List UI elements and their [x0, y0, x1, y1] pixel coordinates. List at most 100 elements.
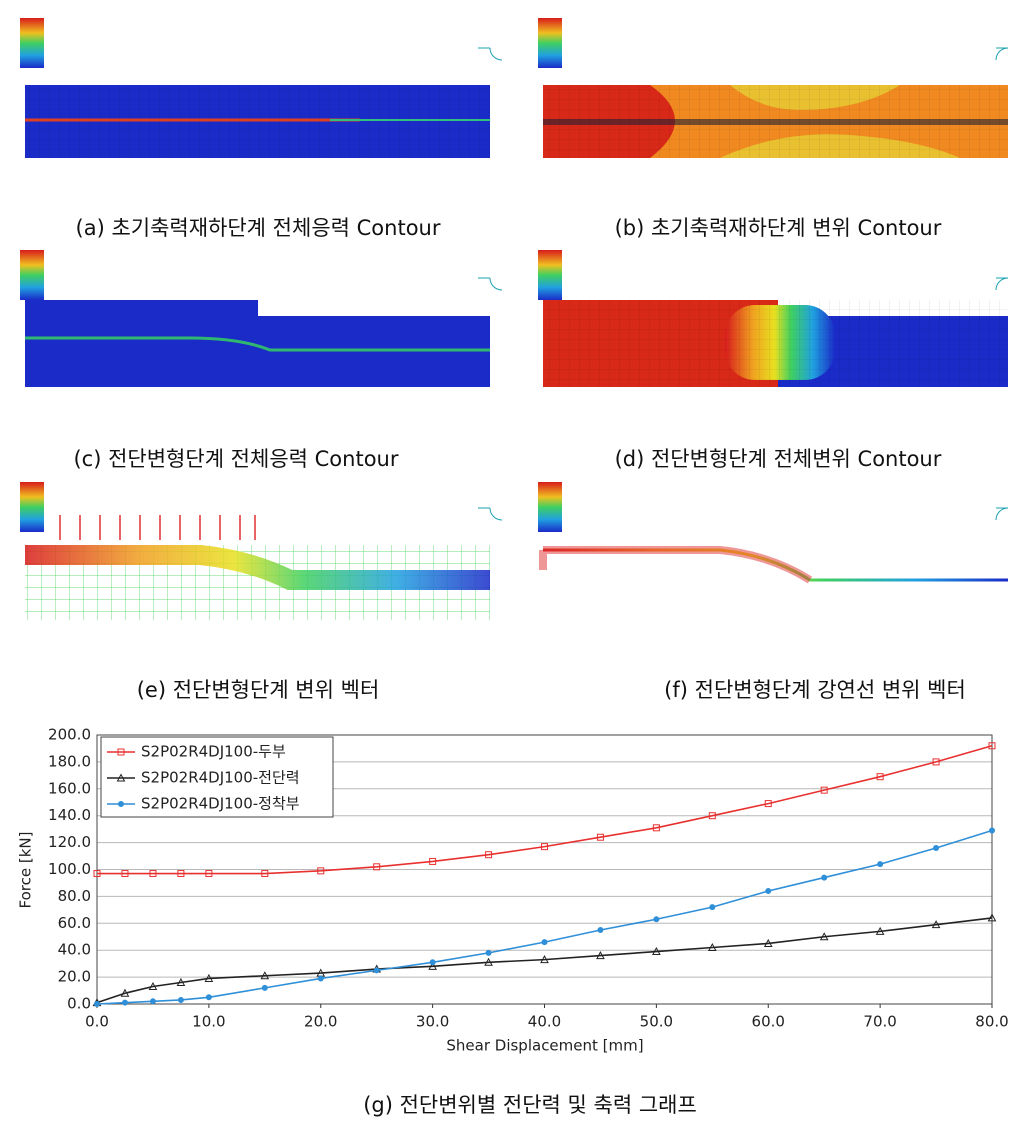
marker [820, 786, 828, 794]
caption: (b) 초기축력재하단계 변위 Contour [615, 216, 942, 240]
color-legend [20, 250, 44, 300]
marker [205, 870, 213, 878]
caption: (f) 전단변형단계 강연선 변위 벡터 [664, 678, 966, 702]
x-tick-label: 10.0 [192, 1013, 225, 1031]
marker [652, 946, 661, 956]
mesh [543, 300, 1008, 387]
marker [117, 748, 125, 756]
marker [148, 981, 158, 991]
y-tick-label: 200.0 [48, 726, 91, 744]
legend-label: S2P02R4DJ100-정착부 [141, 795, 300, 813]
plot-frame [96, 734, 993, 1005]
marker [116, 773, 126, 782]
marker [118, 801, 124, 807]
marker [652, 824, 660, 832]
marker [933, 844, 940, 851]
marker [149, 870, 157, 878]
marker [765, 888, 772, 895]
marker [484, 957, 493, 966]
x-tick-label: 0.0 [85, 1013, 109, 1031]
series-line [96, 917, 993, 1004]
marker [875, 926, 885, 935]
vector-arrows [59, 515, 256, 540]
marker [597, 927, 604, 934]
marker [541, 843, 548, 851]
y-tick-label: 100.0 [48, 860, 91, 878]
marker [540, 955, 549, 964]
marker [541, 939, 548, 946]
caption: (c) 전단변형단계 전체응력 Contour [73, 447, 398, 471]
marker [204, 973, 214, 982]
contour [25, 300, 258, 387]
caption: (a) 초기축력재하단계 전체응력 Contour [76, 216, 441, 240]
marker [121, 870, 129, 878]
marker [205, 994, 212, 1001]
x-tick-label: 20.0 [304, 1013, 337, 1031]
marker [177, 870, 185, 878]
marker [932, 758, 940, 766]
y-tick-label: 160.0 [48, 779, 91, 797]
marker [260, 971, 270, 980]
marker [653, 916, 660, 923]
x-tick-label: 70.0 [863, 1013, 896, 1031]
marker [261, 870, 269, 878]
marker [596, 951, 605, 960]
marker [176, 977, 186, 986]
legend-label: S2P02R4DJ100-두부 [141, 743, 286, 761]
marker [989, 827, 995, 834]
color-legend [538, 250, 562, 300]
y-tick-label: 0.0 [67, 995, 91, 1013]
y-tick-label: 80.0 [58, 887, 91, 905]
y-tick-label: 180.0 [48, 752, 91, 770]
y-tick-label: 60.0 [58, 914, 91, 932]
marker [93, 870, 101, 878]
marker [931, 920, 941, 929]
marker [485, 949, 492, 956]
color-legend [538, 18, 562, 68]
x-tick-label: 30.0 [416, 1013, 449, 1031]
marker [120, 988, 130, 997]
marker [373, 967, 380, 974]
x-tick-label: 80.0 [975, 1013, 1008, 1031]
marker [428, 961, 437, 970]
marker [819, 932, 829, 941]
marker [485, 851, 493, 859]
color-legend [20, 482, 44, 532]
vectors [539, 546, 813, 584]
y-axis-label: Force [kN] [17, 832, 35, 909]
y-tick-label: 140.0 [48, 806, 91, 824]
marker [877, 861, 884, 868]
caption: (g) 전단변위별 전단력 및 축력 그래프 [363, 1093, 697, 1117]
color-legend [20, 18, 44, 68]
marker [763, 938, 773, 947]
marker [821, 874, 828, 881]
legend-box [100, 736, 334, 818]
marker [177, 996, 184, 1003]
marker [708, 812, 716, 820]
marker [876, 773, 884, 781]
y-tick-label: 20.0 [58, 968, 91, 986]
y-tick-label: 40.0 [58, 941, 91, 959]
marker [707, 942, 717, 952]
marker [94, 1001, 100, 1007]
x-axis-label: Shear Displacement [mm] [446, 1037, 643, 1055]
marker [429, 857, 437, 865]
marker [429, 959, 436, 966]
marker [988, 742, 996, 750]
marker [317, 975, 324, 982]
marker [987, 913, 997, 922]
legend-label: S2P02R4DJ100-전단력 [141, 769, 300, 787]
strand [25, 336, 490, 352]
marker [121, 999, 128, 1006]
vectors [25, 545, 490, 590]
marker [373, 863, 381, 871]
marker [261, 984, 268, 991]
x-tick-label: 40.0 [528, 1013, 561, 1031]
marker [317, 867, 325, 875]
series-line [97, 744, 993, 875]
caption: (e) 전단변형단계 변위 벡터 [137, 678, 380, 702]
panel-images [20, 18, 1009, 620]
marker [709, 904, 716, 911]
marker [149, 998, 156, 1005]
